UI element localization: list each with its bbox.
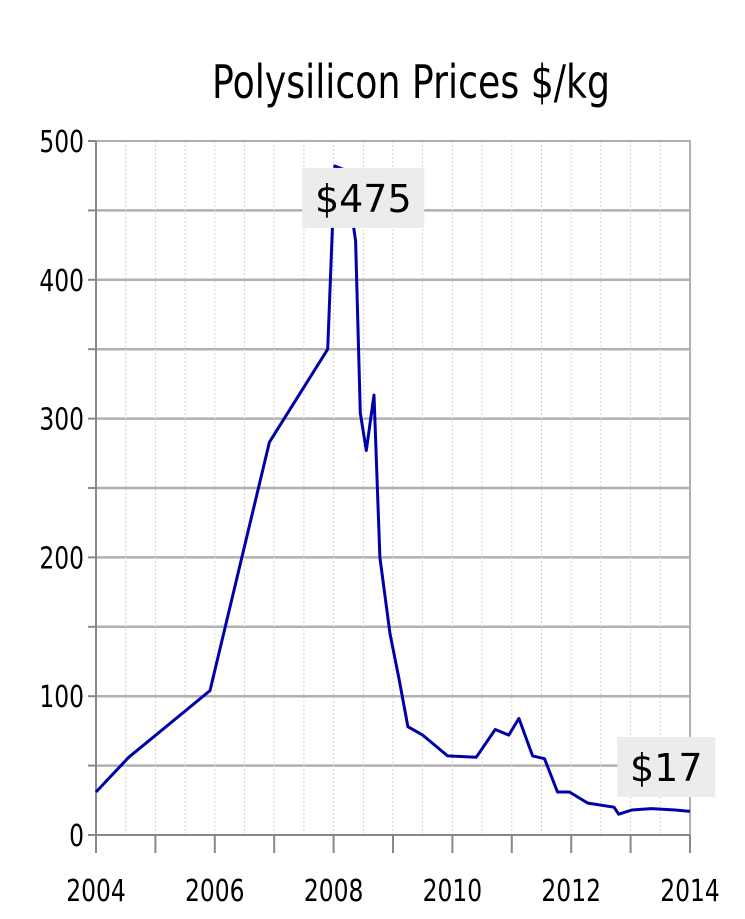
y-tick-label: 400 (39, 264, 84, 299)
y-tick-label: 100 (39, 680, 84, 715)
tick-labels: 0 100 200 300 400 500 2004 2006 2008 2010 2012 2014 (39, 125, 719, 909)
grid (96, 141, 690, 835)
annotation-label: $17 (617, 736, 716, 797)
x-tick-label: 2014 (660, 874, 720, 909)
y-tick-label: 200 (39, 542, 84, 577)
x-tick-label: 2010 (423, 874, 483, 909)
annotation-box (617, 736, 716, 797)
annotations: $475 $17 (302, 167, 716, 797)
axes (88, 140, 691, 853)
x-tick-label: 2008 (304, 874, 364, 909)
price-series-line (94, 164, 691, 816)
annotation-text: $17 (630, 746, 703, 790)
x-tick-label: 2006 (185, 874, 245, 909)
annotation-text: $475 (315, 177, 412, 221)
annotation-box (302, 167, 425, 228)
annotation-label: $475 (302, 167, 425, 228)
y-tick-label: 500 (39, 125, 84, 160)
x-tick-label: 2004 (66, 874, 126, 909)
chart-title: Polysilicon Prices $/kg (212, 55, 610, 109)
x-tick-label: 2012 (541, 874, 601, 909)
y-tick-label: 0 (69, 819, 84, 854)
y-tick-label: 300 (39, 403, 84, 438)
